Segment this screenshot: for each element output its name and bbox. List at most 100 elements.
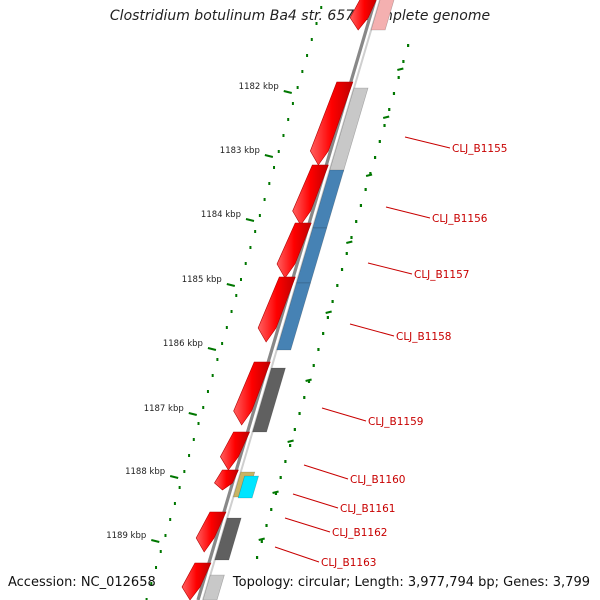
gc-dot: [307, 380, 311, 383]
gc-dot: [392, 92, 396, 95]
gc-dot: [340, 268, 344, 271]
gc-dot: [315, 22, 318, 25]
gc-dot: [155, 566, 158, 569]
gc-dot: [225, 326, 228, 329]
gc-dot: [216, 358, 219, 361]
scale-tick-mark: [283, 90, 292, 94]
gene-label: CLJ_B1157: [414, 269, 469, 281]
cds-arrow: [349, 0, 377, 31]
gene-label: CLJ_B1158: [396, 331, 451, 343]
gc-dot: [289, 444, 292, 447]
gc-dash: [272, 490, 279, 494]
gene-label-leader: [284, 517, 331, 533]
gc-dot: [364, 188, 367, 191]
gc-dash: [365, 173, 373, 177]
gc-dot: [355, 220, 358, 223]
scale-tick-label: 1184 kbp: [201, 210, 241, 220]
gc-dash: [305, 378, 312, 382]
gc-dot: [263, 198, 266, 201]
gc-dot: [326, 316, 329, 319]
gene-labels: CLJ_B1155 CLJ_B1156 CLJ_B1157 CLJ_B1158 CLJ_…: [274, 136, 507, 569]
gc-dot: [202, 406, 205, 409]
gc-dot: [145, 598, 148, 600]
gc-dot: [192, 438, 195, 441]
gene-label-leader: [367, 262, 413, 275]
gene-label: CLJ_B1159: [368, 416, 423, 428]
scale-tick-mark: [207, 347, 217, 351]
gc-dot: [270, 508, 273, 511]
gc-dot: [274, 492, 278, 495]
gc-dot: [268, 182, 271, 185]
gc-dot: [235, 294, 238, 297]
scale-tick-label: 1186 kbp: [163, 339, 203, 349]
gc-dot: [183, 470, 186, 473]
gene-label-leader: [303, 464, 349, 480]
gc-dot: [282, 134, 285, 137]
gc-dot: [293, 428, 296, 431]
gc-dot: [359, 204, 363, 207]
gc-dot: [211, 374, 214, 377]
gc-dot: [383, 124, 386, 127]
gc-dot: [284, 460, 287, 463]
cds-arrow: [257, 276, 296, 343]
gc-dash: [287, 439, 294, 443]
gc-dot: [206, 390, 209, 393]
feature-track: [202, 0, 395, 600]
gene-label-leader: [274, 546, 320, 563]
gc-dot: [369, 172, 372, 175]
gc-dot: [260, 540, 263, 543]
cds-arrow: [233, 361, 271, 426]
gene-label-leader: [404, 136, 451, 149]
scale-tick-mark: [169, 475, 179, 479]
gc-dot: [312, 364, 315, 367]
gene-label: CLJ_B1161: [340, 503, 395, 515]
scale-tick-mark: [188, 412, 197, 416]
gc-dot: [173, 502, 176, 505]
gc-dot: [159, 550, 162, 553]
gc-dot: [221, 342, 224, 345]
gc-dot: [317, 348, 320, 351]
gc-dot: [277, 150, 280, 153]
gc-dot: [188, 454, 191, 457]
gc-dot: [265, 524, 268, 527]
scale-tick-mark: [245, 218, 255, 222]
scale-tick-label: 1189 kbp: [106, 531, 146, 541]
cds-arrow: [309, 81, 354, 166]
gc-dot: [336, 284, 339, 287]
gc-dot: [388, 108, 391, 111]
gc-dot: [296, 86, 299, 89]
scale-tick-mark: [151, 539, 160, 543]
gc-dash: [397, 67, 404, 71]
scale-tick-label: 1183 kbp: [220, 146, 260, 156]
gc-dot: [378, 140, 381, 143]
gene-label: CLJ_B1160: [350, 474, 405, 486]
gc-track-right: [255, 44, 410, 559]
gene-label: CLJ_B1163: [321, 557, 376, 569]
gene-label: CLJ_B1155: [452, 143, 507, 155]
scale-tick-label: 1187 kbp: [144, 404, 184, 414]
map-title: Clostridium botulinum Ba4 str. 657, comp…: [109, 8, 491, 24]
gc-dot: [345, 252, 348, 255]
gc-dot: [291, 102, 294, 105]
cds-arrow: [214, 469, 239, 491]
scale-tick-label: 1188 kbp: [125, 467, 165, 477]
gc-dot: [279, 476, 282, 479]
gc-dot: [298, 412, 301, 415]
gc-dot: [350, 236, 353, 239]
gc-dot: [164, 534, 167, 537]
feature-block: [202, 574, 225, 600]
cds-arrow: [220, 431, 251, 471]
genome-summary-text: Topology: circular; Length: 3,977,794 bp…: [232, 575, 590, 590]
gc-dot: [150, 582, 153, 585]
gc-dot: [322, 332, 325, 335]
gene-label-leader: [292, 493, 339, 509]
gc-dot: [169, 518, 172, 521]
scale-tick-mark: [264, 154, 274, 158]
gc-dash: [382, 115, 390, 119]
gc-dot: [306, 54, 309, 57]
cds-arrow: [276, 222, 312, 279]
scale-tick-label: 1182 kbp: [239, 82, 279, 92]
gc-dot: [301, 70, 304, 73]
cds-arrow: [292, 164, 329, 226]
gc-dot: [320, 6, 323, 9]
